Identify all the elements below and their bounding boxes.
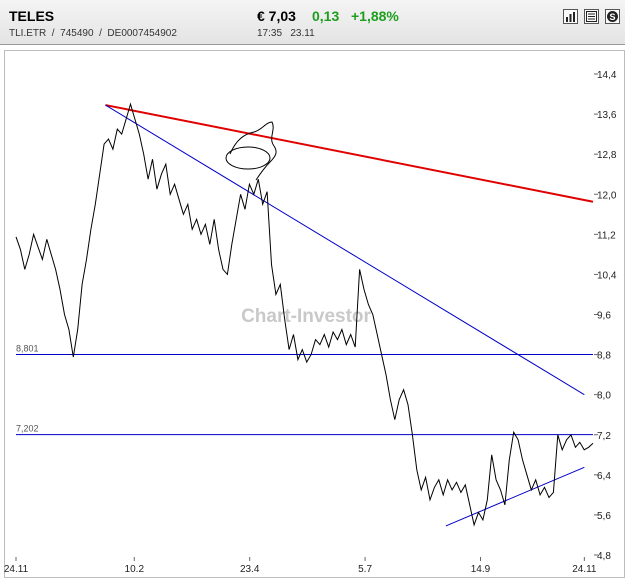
annotation-scribble	[229, 121, 277, 181]
x-tick-label: 10.2	[125, 564, 145, 575]
dollar-button[interactable]: S	[605, 9, 620, 24]
x-tick-label: 24.11	[4, 564, 29, 575]
y-tick-label: 12,8	[597, 150, 617, 161]
stock-identifiers: TLI.ETR / 745490 / DE0007454902	[9, 28, 177, 39]
quote-header: TELES TLI.ETR / 745490 / DE0007454902 € …	[0, 0, 625, 45]
y-tick-label: 5,6	[597, 511, 611, 522]
chart-frame	[4, 50, 625, 578]
y-tick-label: 12,0	[597, 190, 617, 201]
wkn-number: 745490	[60, 28, 94, 39]
price-chart: 8,801 7,202 Chart-Investor 14,4 13,6 12,8 12…	[4, 50, 625, 578]
trend-line	[105, 104, 585, 396]
y-tick-label: 11,2	[597, 230, 616, 241]
price-change: 0,13	[312, 8, 340, 24]
quote-date: 23.11	[290, 28, 315, 39]
identifier-separator: /	[51, 28, 55, 39]
last-price: € 7,03	[257, 8, 296, 24]
y-tick-label: 10,4	[597, 270, 617, 281]
stock-name: TELES	[9, 8, 55, 24]
y-tick-label: 14,4	[597, 70, 617, 81]
y-tick-label: 8,0	[597, 391, 611, 402]
annotation	[225, 121, 277, 181]
y-tick-label: 4,8	[597, 551, 611, 562]
quote-timestamp: 17:35 23.11	[257, 28, 315, 39]
price-chart-svg: 8,801 7,202 Chart-Investor 14,4 13,6 12,8 12…	[4, 50, 625, 578]
svg-text:S: S	[609, 12, 615, 22]
quote-time: 17:35	[257, 28, 283, 39]
identifier-separator: /	[99, 28, 102, 39]
isin-number: DE0007454902	[107, 28, 177, 39]
level-label: 8,801	[16, 344, 39, 354]
y-tick-label: 6,4	[597, 471, 611, 482]
trend-line	[445, 466, 585, 527]
level-label: 7,202	[16, 424, 39, 434]
x-tick-label: 23.4	[240, 564, 260, 575]
annotation-ellipse	[225, 146, 271, 170]
trend-line	[105, 104, 594, 203]
x-tick-label: 24.11	[572, 564, 597, 575]
price-change-percent: +1,88%	[351, 8, 399, 24]
watermark: Chart-Investor	[241, 306, 371, 327]
x-tick-label: 5.7	[358, 564, 372, 575]
dollar-icon: S	[607, 11, 618, 22]
news-icon	[586, 11, 597, 22]
y-tick-label: 7,2	[597, 431, 611, 442]
x-tick-label: 14.9	[471, 564, 491, 575]
bar-chart-button[interactable]	[563, 9, 578, 24]
y-tick-label: 8,8	[597, 351, 611, 362]
y-tick-label: 9,6	[597, 311, 611, 322]
news-button[interactable]	[584, 9, 599, 24]
series-line	[15, 102, 594, 527]
ticker-symbol: TLI.ETR	[9, 28, 47, 39]
bar-chart-icon	[566, 12, 575, 22]
y-tick-label: 13,6	[597, 110, 617, 121]
